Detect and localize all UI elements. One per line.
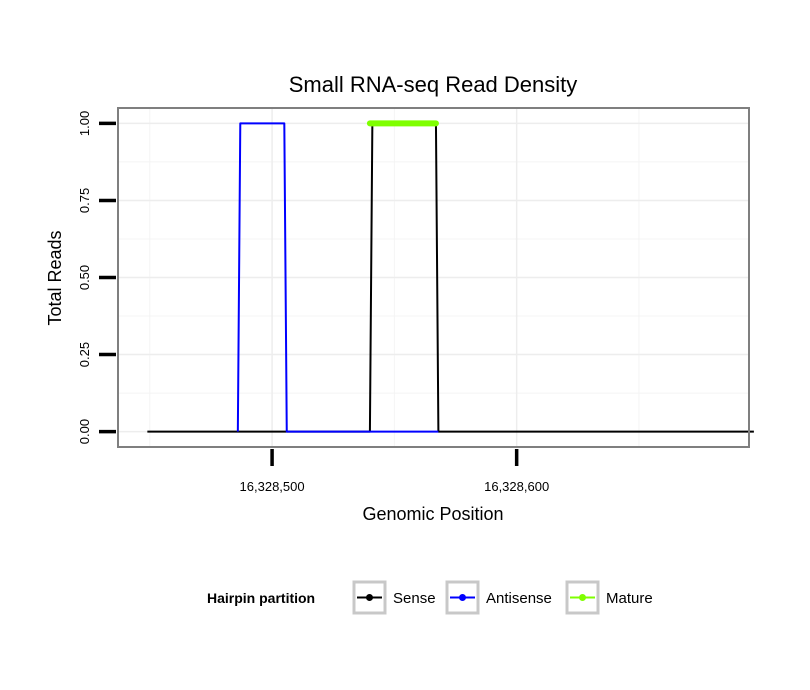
y-axis-title: Total Reads [45,230,65,325]
legend: Hairpin partition Sense Antisense Mature [207,580,653,615]
y-tick-label: 0.00 [77,419,92,444]
x-axis-title: Genomic Position [362,504,503,524]
legend-key-point [579,594,586,601]
y-tick-label: 1.00 [77,111,92,136]
legend-label-antisense: Antisense [486,590,552,607]
series-group [147,120,754,433]
y-tick-label: 0.75 [77,188,92,213]
legend-key-point [366,594,373,601]
series-line-antisense [236,122,439,433]
panel-border [117,107,750,448]
x-tick-label: 16,328,600 [484,479,549,494]
legend-title: Hairpin partition [207,590,315,606]
grid [118,108,749,447]
legend-label-mature: Mature [606,590,653,607]
x-axis: 16,328,500 16,328,600 [240,449,549,494]
y-axis: 0.00 0.25 0.50 0.75 1.00 [77,111,116,444]
chart-title: Small RNA-seq Read Density [289,72,578,97]
legend-key-point [459,594,466,601]
y-tick-label: 0.25 [77,342,92,367]
y-tick-label: 0.50 [77,265,92,290]
legend-label-sense: Sense [393,590,436,607]
x-tick-label: 16,328,500 [240,479,305,494]
